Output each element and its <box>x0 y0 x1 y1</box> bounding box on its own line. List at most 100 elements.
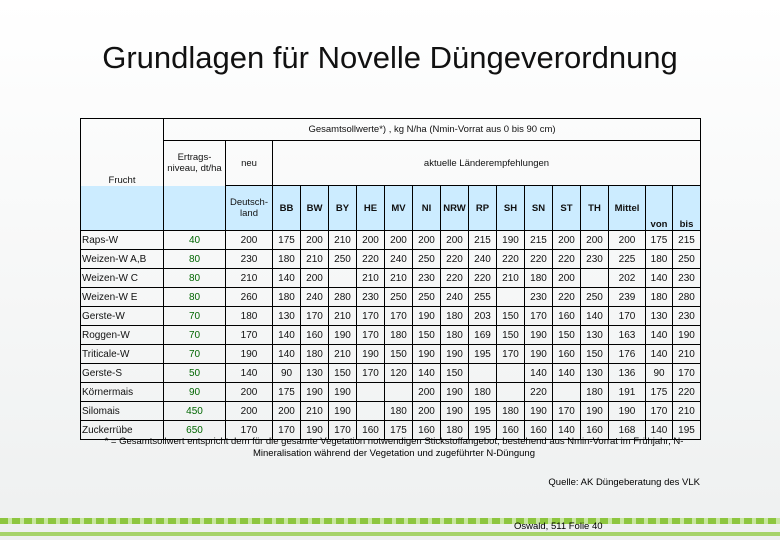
value-cell: 200 <box>440 230 469 250</box>
blank-cell <box>80 118 164 141</box>
value-cell: 250 <box>672 249 701 269</box>
value-cell: 140 <box>524 363 553 383</box>
table: Gesamtsollwerte*) , kg N/ha (Nmin-Vorrat… <box>80 118 701 440</box>
value-cell: 190 <box>225 344 273 364</box>
crop-name: Gerste-W <box>80 306 164 326</box>
footer: Oswald, 511 Folie 40 <box>514 521 603 532</box>
value-cell: 140 <box>645 268 673 288</box>
value-cell: 200 <box>356 230 385 250</box>
empty-cell <box>496 287 525 307</box>
value-cell: 120 <box>384 363 413 383</box>
value-cell: 260 <box>225 287 273 307</box>
value-cell: 140 <box>645 344 673 364</box>
footnote-text: = Gesamtsollwert entspricht dem für die … <box>110 436 684 459</box>
value-cell: 170 <box>356 363 385 383</box>
value-cell: 80 <box>163 287 226 307</box>
value-cell: 170 <box>356 325 385 345</box>
value-cell: 150 <box>384 344 413 364</box>
empty-cell <box>356 401 385 421</box>
table-row: Weizen-W A,B 80 230 180 210 250 220 240 250 220 24… <box>80 249 701 269</box>
value-cell: 239 <box>608 287 646 307</box>
value-cell: 250 <box>384 287 413 307</box>
value-cell: 169 <box>468 325 497 345</box>
value-cell: 180 <box>496 401 525 421</box>
value-cell: 250 <box>412 249 441 269</box>
table-row: Roggen-W 70 170 140 160 190 170 180 150 180 169 150… <box>80 325 701 345</box>
value-cell: 200 <box>608 230 646 250</box>
value-cell: 180 <box>524 268 553 288</box>
table-row: Gerste-W 70 180 130 170 210 170 170 190 180 203 150… <box>80 306 701 326</box>
crop-name: Weizen-W E <box>80 287 164 307</box>
value-cell: 240 <box>300 287 329 307</box>
value-cell: 220 <box>524 382 553 402</box>
column-header: BY <box>328 185 357 231</box>
column-header: SN <box>524 185 553 231</box>
value-cell: 230 <box>356 287 385 307</box>
table-row: Zuckerrübe 650 170 170 190 170 160 175 160 180 195… <box>80 420 701 440</box>
table-row: Körnermais 90 200 175 190 190 200 190 180 220 180 1… <box>80 382 701 402</box>
blank-cell <box>163 185 226 231</box>
value-cell: 200 <box>300 268 329 288</box>
value-cell: 230 <box>524 287 553 307</box>
value-cell: 190 <box>440 344 469 364</box>
value-cell: 190 <box>328 325 357 345</box>
value-cell: 140 <box>225 363 273 383</box>
value-cell: 195 <box>468 401 497 421</box>
value-cell: 230 <box>672 268 701 288</box>
value-cell: 210 <box>300 401 329 421</box>
value-cell: 180 <box>300 344 329 364</box>
table-row: Triticale-W 70 190 140 180 210 190 150 190 190 195… <box>80 344 701 364</box>
value-cell: 220 <box>440 268 469 288</box>
value-cell: 190 <box>328 382 357 402</box>
column-header: BW <box>300 185 329 231</box>
blank-cell <box>80 185 164 231</box>
value-cell: 175 <box>272 230 301 250</box>
value-cell: 180 <box>225 306 273 326</box>
value-cell: 180 <box>580 382 609 402</box>
value-cell: 175 <box>272 382 301 402</box>
slide-title: Grundlagen für Novelle Düngeverordnung <box>102 40 678 75</box>
footnote-mark: * <box>104 436 109 447</box>
value-cell: 210 <box>496 268 525 288</box>
value-cell: 200 <box>552 230 581 250</box>
value-cell: 170 <box>300 306 329 326</box>
value-cell: 170 <box>225 325 273 345</box>
value-cell: 220 <box>356 249 385 269</box>
value-cell: 176 <box>608 344 646 364</box>
value-cell: 180 <box>468 382 497 402</box>
value-cell: 180 <box>384 325 413 345</box>
value-cell: 240 <box>468 249 497 269</box>
column-header: SH <box>496 185 525 231</box>
value-cell: 90 <box>163 382 226 402</box>
value-cell: 175 <box>384 420 413 440</box>
value-cell: 650 <box>163 420 226 440</box>
value-cell: 215 <box>468 230 497 250</box>
decor-stripe <box>0 518 780 524</box>
value-cell: 215 <box>672 230 701 250</box>
value-cell: 170 <box>225 420 273 440</box>
value-cell: 200 <box>412 401 441 421</box>
source: Quelle: AK Düngeberatung des VLK <box>548 477 700 488</box>
value-cell: 180 <box>645 287 673 307</box>
value-cell: 180 <box>440 306 469 326</box>
value-cell: 200 <box>552 268 581 288</box>
value-cell: 170 <box>552 401 581 421</box>
table-row: Silomais 450 200 200 210 190 180 200 190 195 180 19… <box>80 401 701 421</box>
value-cell: 190 <box>300 382 329 402</box>
value-cell: 150 <box>412 325 441 345</box>
value-cell: 140 <box>412 363 441 383</box>
value-cell: 195 <box>672 420 701 440</box>
value-cell: 150 <box>440 363 469 383</box>
value-cell: 140 <box>272 325 301 345</box>
crop-name: Triticale-W <box>80 344 164 364</box>
value-cell: 190 <box>496 230 525 250</box>
value-cell: 191 <box>608 382 646 402</box>
value-cell: 70 <box>163 306 226 326</box>
value-cell: 230 <box>412 268 441 288</box>
value-cell: 160 <box>552 306 581 326</box>
table-row: Gerste-S 50 140 90 130 150 170 120 140 150 140 140 1… <box>80 363 701 383</box>
value-cell: 215 <box>524 230 553 250</box>
value-cell: 210 <box>225 268 273 288</box>
value-cell: 200 <box>225 401 273 421</box>
